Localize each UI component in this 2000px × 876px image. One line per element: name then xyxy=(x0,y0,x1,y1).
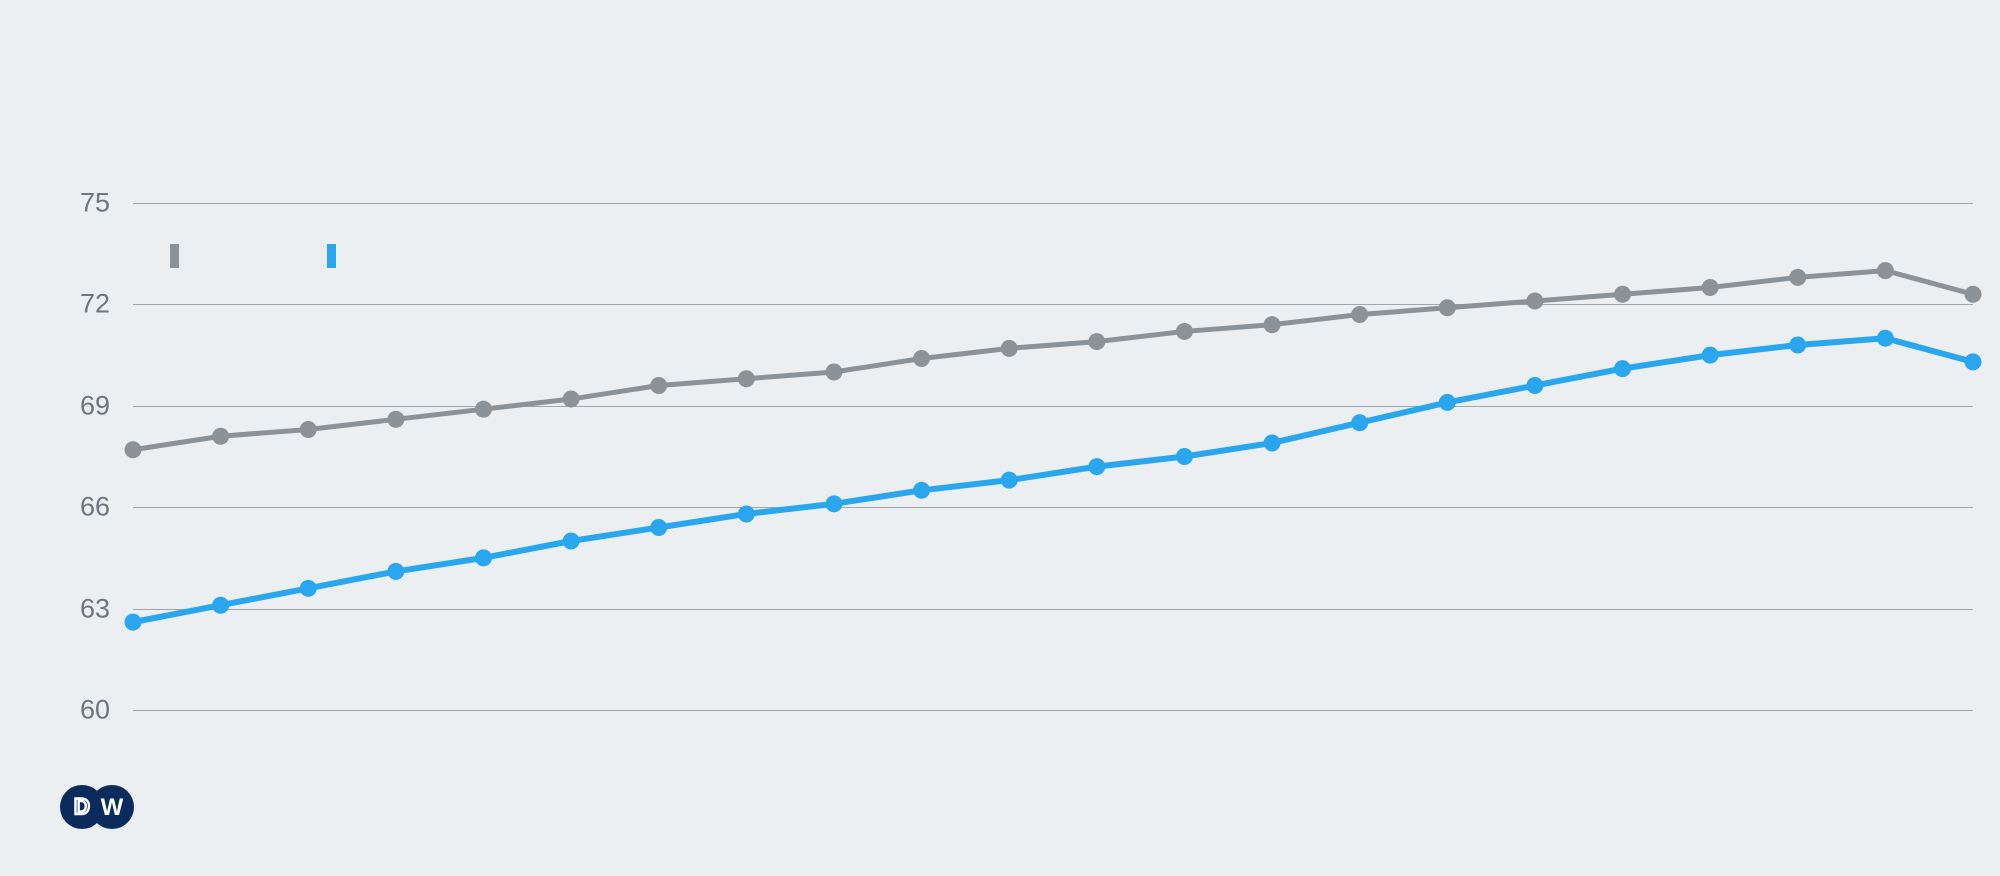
marker-series-b xyxy=(738,505,755,522)
marker-series-b xyxy=(1965,353,1982,370)
marker-series-b xyxy=(300,580,317,597)
marker-series-b xyxy=(1088,458,1105,475)
marker-series-b xyxy=(1526,377,1543,394)
marker-series-b xyxy=(1789,336,1806,353)
marker-series-a xyxy=(1702,279,1719,296)
marker-series-b xyxy=(387,563,404,580)
marker-series-a xyxy=(738,370,755,387)
marker-series-a xyxy=(1001,340,1018,357)
marker-series-b xyxy=(563,533,580,550)
marker-series-b xyxy=(1351,414,1368,431)
marker-series-b xyxy=(650,519,667,536)
marker-series-b xyxy=(212,597,229,614)
marker-series-a xyxy=(1526,293,1543,310)
marker-series-a xyxy=(1965,286,1982,303)
marker-series-b xyxy=(1702,347,1719,364)
svg-text:W: W xyxy=(101,794,124,821)
marker-series-b xyxy=(475,549,492,566)
marker-series-b xyxy=(913,482,930,499)
legend-swatch-series-b xyxy=(327,244,336,268)
marker-series-a xyxy=(1789,269,1806,286)
marker-series-a xyxy=(1176,323,1193,340)
marker-series-a xyxy=(650,377,667,394)
marker-series-b xyxy=(1264,434,1281,451)
marker-series-a xyxy=(913,350,930,367)
marker-series-a xyxy=(475,401,492,418)
legend-swatch-series-a xyxy=(170,244,179,268)
marker-series-a xyxy=(300,421,317,438)
marker-series-b xyxy=(1439,394,1456,411)
marker-series-b xyxy=(1001,472,1018,489)
marker-series-b xyxy=(1614,360,1631,377)
marker-series-b xyxy=(125,614,142,631)
marker-series-b xyxy=(825,495,842,512)
marker-series-b xyxy=(1176,448,1193,465)
marker-series-a xyxy=(1439,299,1456,316)
marker-series-a xyxy=(212,428,229,445)
marker-series-a xyxy=(1088,333,1105,350)
marker-series-a xyxy=(387,411,404,428)
marker-series-a xyxy=(1351,306,1368,323)
line-series-a xyxy=(133,271,1973,450)
marker-series-a xyxy=(125,441,142,458)
marker-series-a xyxy=(1264,316,1281,333)
marker-series-a xyxy=(825,364,842,381)
marker-series-a xyxy=(1877,262,1894,279)
marker-series-a xyxy=(1614,286,1631,303)
chart-svg xyxy=(0,0,2000,876)
svg-text:D: D xyxy=(74,794,90,819)
chart-canvas: 606366697275DW xyxy=(0,0,2000,876)
marker-series-a xyxy=(563,391,580,408)
line-series-b xyxy=(133,338,1973,622)
marker-series-b xyxy=(1877,330,1894,347)
dw-logo: DW xyxy=(60,785,134,829)
